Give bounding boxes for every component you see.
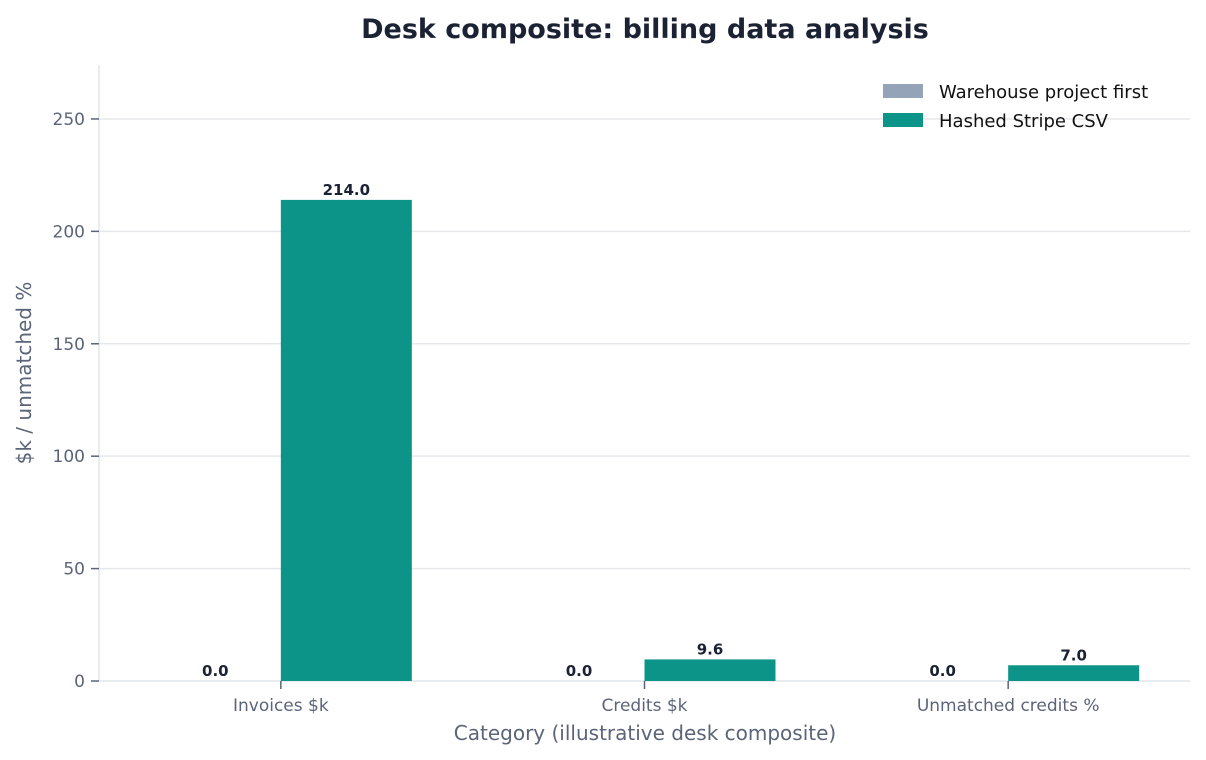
bar-value-labels: 0.0 214.0 0.0 9.6 0.0 7.0	[202, 181, 1087, 680]
legend: Warehouse project first Hashed Stripe CS…	[883, 82, 1148, 132]
y-tick-label-200: 200	[53, 222, 85, 242]
bar-label-hashed-stripe-csv-invoices-k: 214.0	[323, 181, 370, 199]
bar-label-warehouse-project-first-unmatched-credits: 0.0	[929, 662, 956, 680]
y-tick-label-250: 250	[53, 110, 85, 130]
x-axis-label: Category (illustrative desk composite)	[454, 721, 836, 745]
x-axis-ticks: Invoices $k Credits $k Unmatched credits %	[233, 681, 1100, 716]
x-tick-label-invoices-k: Invoices $k	[233, 696, 329, 716]
bar-label-warehouse-project-first-invoices-k: 0.0	[202, 662, 229, 680]
bar-hashed-stripe-csv-credits-k	[644, 659, 776, 681]
y-tick-label-0: 0	[74, 672, 85, 692]
legend-label-warehouse-project-first: Warehouse project first	[939, 82, 1148, 103]
bar-hashed-stripe-csv-invoices-k	[280, 199, 412, 682]
x-tick-label-credits-k: Credits $k	[601, 696, 687, 716]
y-tick-label-50: 50	[63, 560, 85, 580]
bar-label-warehouse-project-first-credits-k: 0.0	[566, 662, 593, 680]
y-axis-ticks: 0 50 100 150 200 250	[53, 110, 99, 692]
y-tick-label-150: 150	[53, 335, 85, 355]
legend-swatch-hashed-stripe-csv	[883, 113, 923, 127]
x-tick-label-unmatched-credits: Unmatched credits %	[917, 696, 1100, 716]
legend-label-hashed-stripe-csv: Hashed Stripe CSV	[939, 111, 1109, 132]
bar-label-hashed-stripe-csv-unmatched-credits: 7.0	[1060, 646, 1087, 664]
y-tick-label-100: 100	[53, 447, 85, 467]
bars	[280, 199, 1140, 682]
legend-swatch-warehouse-project-first	[883, 84, 923, 98]
y-axis-label: $k / unmatched %	[12, 282, 36, 465]
bar-label-hashed-stripe-csv-credits-k: 9.6	[697, 640, 724, 658]
grid-lines	[99, 118, 1190, 570]
bar-hashed-stripe-csv-unmatched-credits	[1008, 665, 1140, 681]
chart-title: Desk composite: billing data analysis	[361, 14, 929, 45]
